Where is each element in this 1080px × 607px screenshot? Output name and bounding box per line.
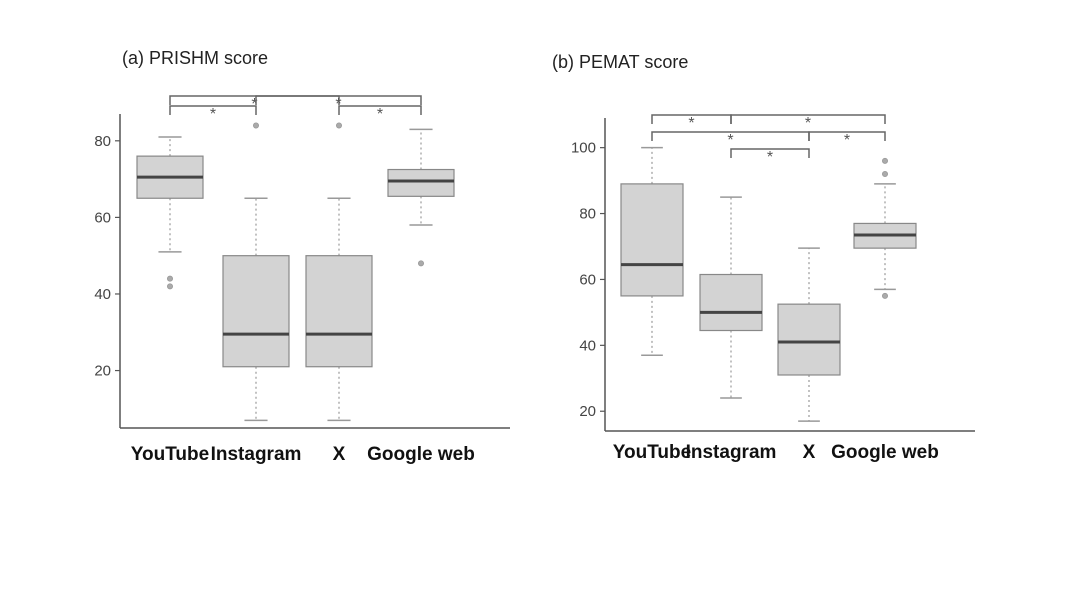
significance-marker: *: [251, 96, 257, 113]
significance-marker: *: [688, 115, 694, 132]
y-tick-label: 100: [571, 140, 596, 157]
y-tick-label: 60: [94, 209, 111, 226]
outlier-point: [166, 275, 173, 282]
significance-bracket: [169, 105, 257, 115]
significance-bracket: [730, 114, 886, 124]
outlier-point: [882, 292, 889, 299]
x-category-label: X: [803, 442, 816, 463]
significance-bracket: [338, 105, 422, 115]
outlier-point: [417, 260, 424, 267]
box-iqr: [222, 255, 290, 368]
x-category-label: X: [333, 444, 346, 465]
significance-marker: *: [210, 106, 216, 123]
box-iqr: [305, 255, 373, 368]
x-category-label: Google web: [367, 444, 475, 465]
y-tick-label: 80: [579, 206, 596, 223]
chart-b-title: (b) PEMAT score: [552, 52, 689, 72]
y-tick-label: 60: [579, 271, 596, 288]
x-category-label: Google web: [831, 442, 939, 463]
significance-marker: *: [805, 115, 811, 132]
box-iqr: [699, 273, 763, 332]
outlier-point: [882, 171, 889, 178]
significance-marker: *: [767, 149, 773, 166]
box-iqr: [387, 168, 455, 197]
y-tick-label: 40: [94, 286, 111, 303]
outlier-point: [335, 122, 342, 129]
chart-a-title: (a) PRISHM score: [122, 48, 269, 68]
y-tick-label: 80: [94, 133, 111, 150]
x-category-label: Instagram: [686, 442, 777, 463]
y-tick-label: 20: [579, 403, 596, 420]
significance-bracket: [255, 95, 422, 105]
significance-marker: *: [727, 132, 733, 149]
box-iqr: [620, 183, 684, 297]
significance-bracket: [808, 131, 886, 141]
x-category-label: YouTube: [131, 444, 209, 465]
outlier-point: [882, 157, 889, 164]
y-tick-label: 40: [579, 337, 596, 354]
outlier-point: [166, 283, 173, 290]
y-tick-label: 20: [94, 363, 111, 380]
box-iqr: [777, 303, 841, 376]
outlier-point: [252, 122, 259, 129]
x-category-label: Instagram: [211, 444, 302, 465]
significance-marker: *: [844, 132, 850, 149]
significance-marker: *: [335, 96, 341, 113]
chart-a: 20 40 60 80 YouTube Instagram X Google web * * * *: [94, 95, 510, 465]
x-category-label: YouTube: [613, 442, 691, 463]
significance-marker: *: [377, 106, 383, 123]
significance-bracket: [730, 148, 810, 158]
significance-bracket: [169, 95, 340, 105]
